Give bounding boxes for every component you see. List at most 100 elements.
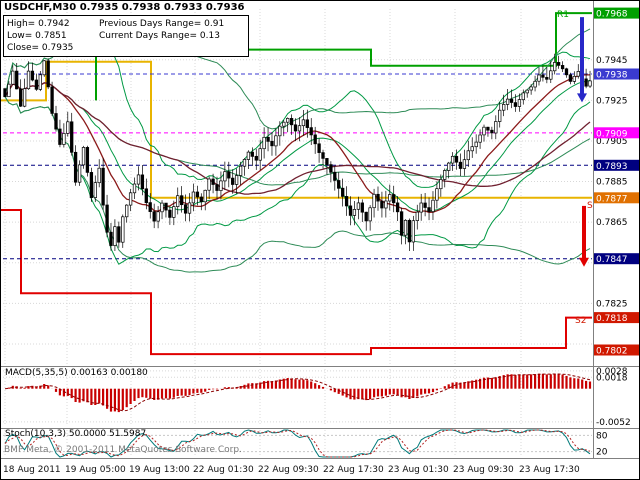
price-axis-label: 0.7905 bbox=[596, 137, 628, 147]
candle-body bbox=[372, 193, 376, 209]
price-badge bbox=[594, 253, 639, 265]
price-badge bbox=[594, 68, 639, 80]
price-badge-label: 0.7968 bbox=[596, 10, 628, 20]
candle-body bbox=[348, 205, 353, 216]
candle-body bbox=[321, 152, 325, 159]
candle-body bbox=[183, 204, 188, 214]
candle-body bbox=[553, 62, 557, 72]
candle-body bbox=[148, 202, 152, 212]
candle-body bbox=[486, 126, 490, 131]
candle-body bbox=[450, 155, 455, 164]
candle-body bbox=[199, 196, 203, 203]
candle-body bbox=[364, 211, 368, 222]
info-row-high: High= 0.7942 Previous Days Range= 0.91 bbox=[7, 18, 245, 30]
price-badge bbox=[594, 159, 639, 171]
candle-body bbox=[152, 211, 156, 222]
candle-body bbox=[85, 147, 90, 173]
candle-body bbox=[191, 191, 196, 204]
chart-annotation: S bbox=[587, 201, 593, 211]
info-low: Low= 0.7851 bbox=[7, 31, 67, 41]
info-close: Close= 0.7935 bbox=[7, 43, 74, 53]
candle-body bbox=[109, 231, 113, 246]
candle-body bbox=[38, 74, 42, 90]
candle-body bbox=[317, 143, 321, 153]
candle-body bbox=[121, 216, 125, 243]
price-axis-label: 0.7945 bbox=[596, 56, 628, 66]
candle-body bbox=[505, 98, 510, 105]
candle-body bbox=[266, 136, 270, 142]
candle-body bbox=[168, 209, 172, 218]
candle-body bbox=[125, 204, 129, 218]
candle-body bbox=[250, 151, 254, 157]
candle-body bbox=[144, 188, 148, 204]
candle-body bbox=[30, 70, 35, 81]
time-axis-label: 23 Aug 01:30 bbox=[388, 465, 449, 475]
trend-arrow-head bbox=[577, 93, 587, 103]
candle-body bbox=[89, 172, 94, 198]
info-high: High= 0.7942 bbox=[7, 19, 70, 29]
price-badge bbox=[594, 312, 639, 324]
candle-body bbox=[11, 70, 15, 85]
candle-body bbox=[474, 141, 478, 148]
candle-body bbox=[380, 200, 384, 209]
candle-body bbox=[203, 189, 207, 203]
candle-body bbox=[541, 74, 545, 78]
candle-body bbox=[439, 179, 443, 190]
candle-body bbox=[517, 99, 522, 107]
price-badge bbox=[594, 127, 639, 139]
candle-body bbox=[403, 219, 408, 236]
candle-body bbox=[423, 202, 427, 208]
price-axis-label: 0.7925 bbox=[596, 96, 628, 106]
info-row-low: Low= 0.7851 Current Days Range= 0.13 bbox=[7, 30, 245, 42]
candle-body bbox=[395, 202, 400, 213]
candle-body bbox=[411, 220, 415, 243]
candle-body bbox=[427, 207, 431, 213]
candle-body bbox=[576, 71, 580, 77]
stoch-k-line bbox=[4, 429, 591, 458]
candle-body bbox=[97, 167, 101, 184]
candle-body bbox=[93, 182, 97, 198]
candle-body bbox=[282, 121, 286, 127]
candle-body bbox=[556, 62, 561, 66]
time-axis-label: 22 Aug 01:30 bbox=[193, 465, 254, 475]
candle-body bbox=[22, 88, 27, 107]
candle-body bbox=[3, 88, 7, 98]
candle-body bbox=[482, 126, 486, 136]
candle-body bbox=[286, 118, 290, 123]
candle-body bbox=[42, 60, 46, 76]
candle-body bbox=[215, 184, 219, 191]
candle-body bbox=[289, 118, 294, 126]
candle-body bbox=[392, 194, 396, 204]
bollinger-middle bbox=[4, 79, 591, 212]
candle-body bbox=[419, 202, 423, 213]
candle-body bbox=[478, 134, 482, 143]
price-badge-label: 0.7802 bbox=[596, 347, 628, 357]
candle-body bbox=[223, 171, 227, 182]
price-badge bbox=[594, 7, 639, 19]
candle-body bbox=[431, 199, 435, 212]
bollinger-lower bbox=[4, 96, 591, 265]
candle-body bbox=[384, 200, 388, 209]
candle-body bbox=[54, 113, 58, 130]
candle-body bbox=[407, 219, 412, 243]
price-badge-label: 0.7877 bbox=[596, 194, 628, 204]
candle-body bbox=[81, 147, 86, 166]
time-axis-label: 23 Aug 09:30 bbox=[453, 465, 514, 475]
candle-body bbox=[360, 202, 364, 213]
candle-body bbox=[521, 92, 525, 101]
price-badge-label: 0.7909 bbox=[596, 129, 628, 139]
candle-body bbox=[537, 74, 541, 82]
candle-body bbox=[525, 89, 529, 94]
stoch-axis-label: 80 bbox=[596, 431, 608, 441]
candle-body bbox=[301, 119, 306, 127]
chart-annotation: R1 bbox=[557, 10, 569, 20]
candle-body bbox=[136, 174, 141, 185]
macd-axis-label: 0.0028 bbox=[596, 367, 628, 377]
candle-body bbox=[498, 109, 502, 122]
time-axis-label: 23 Aug 17:30 bbox=[519, 465, 580, 475]
candle-body bbox=[180, 195, 184, 206]
time-axis-label: 18 Aug 2011 bbox=[3, 465, 61, 475]
candle-body bbox=[164, 202, 168, 211]
